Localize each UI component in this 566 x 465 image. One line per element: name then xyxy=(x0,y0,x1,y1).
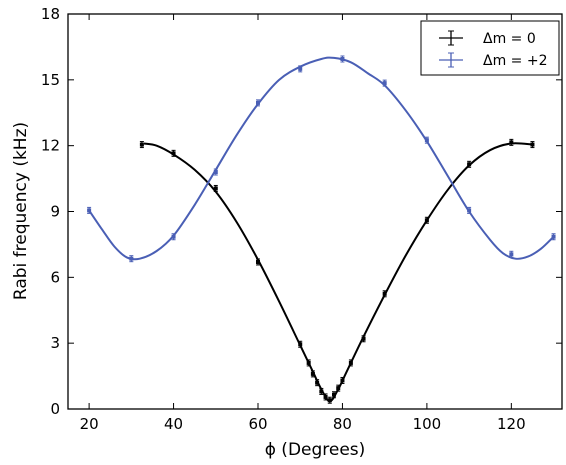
delta-m-plus2-data-point xyxy=(87,206,92,214)
delta-m-plus2-data-point xyxy=(256,99,260,107)
x-tick-label: 100 xyxy=(413,415,442,433)
delta-m-plus2-data-point xyxy=(551,233,556,241)
delta-m-plus2-data-point xyxy=(171,233,176,241)
y-tick-label: 12 xyxy=(41,137,60,155)
x-tick-label: 40 xyxy=(164,415,183,433)
delta-m-0-data-point xyxy=(348,359,353,367)
delta-m-0-data-point xyxy=(213,184,218,192)
x-axis-label: ϕ (Degrees) xyxy=(265,440,366,460)
delta-m-plus2-data-point xyxy=(509,250,514,258)
delta-m-0-data-point xyxy=(256,258,260,266)
y-axis-ticks: 0 3 6 9 12 15 18 xyxy=(41,5,562,418)
delta-m-0-data-point xyxy=(467,160,472,168)
x-tick-label: 80 xyxy=(333,415,352,433)
delta-m-0-data-point xyxy=(298,340,303,348)
data-points xyxy=(87,55,556,404)
delta-m-0-data-point xyxy=(340,376,345,384)
legend-item-delta-m-0: Δm = 0 xyxy=(439,30,536,47)
y-tick-label: 6 xyxy=(50,268,60,286)
delta-m-plus2-data-point xyxy=(340,55,345,63)
x-tick-label: 60 xyxy=(248,415,267,433)
delta-m-plus2-data-point xyxy=(382,79,387,87)
delta-m-plus2-data-point xyxy=(424,136,429,144)
delta-m-0-data-point xyxy=(319,387,324,395)
legend-label-delta-m-plus2: Δm = +2 xyxy=(483,53,547,69)
delta-m-0-data-point xyxy=(323,393,328,401)
delta-m-0-data-point xyxy=(171,149,176,157)
y-tick-label: 3 xyxy=(50,334,60,352)
delta-m-0-data-point xyxy=(332,391,336,399)
y-axis-label: Rabi frequency (kHz) xyxy=(11,122,31,300)
delta-m-0-data-point xyxy=(424,216,429,224)
delta-m-plus2-data-point xyxy=(213,168,218,176)
delta-m-0-data-point xyxy=(139,141,144,149)
x-tick-label: 20 xyxy=(80,415,99,433)
delta-m-0-data-point xyxy=(306,359,311,367)
delta-m-plus2-data-point xyxy=(467,206,472,214)
delta-m-0-data-point xyxy=(315,379,320,387)
delta-m-0-data-point xyxy=(310,370,315,378)
delta-m-0-data-point xyxy=(336,384,341,392)
x-axis-ticks: 20 40 60 80 100 120 xyxy=(80,14,526,433)
delta-m-0-data-point xyxy=(327,396,332,404)
legend: Δm = 0 Δm = +2 xyxy=(420,20,560,76)
y-tick-label: 15 xyxy=(41,71,60,89)
delta-m-plus2-data-point xyxy=(129,255,134,263)
delta-m-plus2-fit-line xyxy=(88,56,555,261)
delta-m-0-data-point xyxy=(509,138,514,146)
plot-area xyxy=(68,14,562,409)
delta-m-plus2-data-point xyxy=(298,65,303,73)
y-tick-label: 0 xyxy=(50,400,60,418)
x-tick-label: 120 xyxy=(497,415,526,433)
legend-item-delta-m-plus2: Δm = +2 xyxy=(439,52,547,69)
delta-m-0-data-point xyxy=(382,290,387,298)
delta-m-0-data-point xyxy=(361,335,366,343)
legend-box xyxy=(420,20,560,76)
delta-m-0-data-point xyxy=(530,141,535,149)
legend-label-delta-m-0: Δm = 0 xyxy=(483,31,536,47)
y-tick-label: 18 xyxy=(41,5,60,23)
y-tick-label: 9 xyxy=(50,203,60,221)
